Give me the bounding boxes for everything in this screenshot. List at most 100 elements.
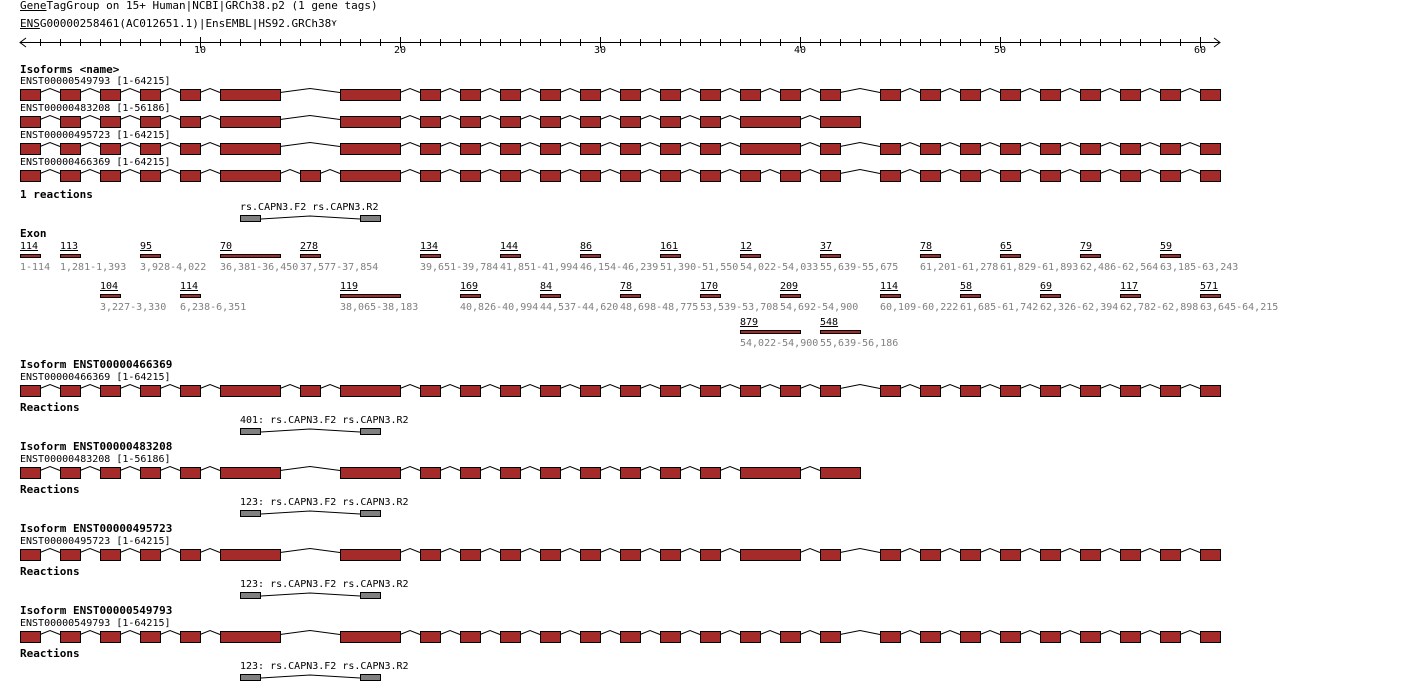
- reaction-product-label[interactable]: 401: rs.CAPN3.F2 rs.CAPN3.R2: [240, 415, 409, 426]
- detail-exon: [1000, 631, 1021, 643]
- isoform-exon: [620, 143, 641, 155]
- detail-exon: [1040, 631, 1061, 643]
- exon-length-label[interactable]: 95: [140, 241, 153, 252]
- exon-length-label[interactable]: 84: [540, 281, 553, 292]
- exon-length-label[interactable]: 79: [1080, 241, 1093, 252]
- intron-line: [1179, 87, 1201, 93]
- exon-length-label[interactable]: 78: [620, 281, 633, 292]
- isoform-exon: [620, 170, 641, 182]
- intron-line: [319, 383, 341, 389]
- reaction-product-label[interactable]: 123: rs.CAPN3.F2 rs.CAPN3.R2: [240, 661, 409, 672]
- isoform-exon: [340, 143, 401, 155]
- isoform-exon: [820, 116, 861, 128]
- intron-line: [1179, 168, 1201, 174]
- isoform-exon: [220, 170, 281, 182]
- intron-line: [979, 141, 1001, 147]
- isoform-exon: [740, 89, 761, 101]
- reaction-product-label[interactable]: 123: rs.CAPN3.F2 rs.CAPN3.R2: [240, 497, 409, 508]
- intron-line: [159, 87, 181, 93]
- exon-length-label[interactable]: 114: [20, 241, 39, 252]
- detail-exon: [920, 549, 941, 561]
- isoform-detail-label[interactable]: ENST00000466369 [1-64215]: [20, 372, 171, 383]
- isoform-detail-label[interactable]: ENST00000549793 [1-64215]: [20, 618, 171, 629]
- intron-line: [279, 114, 341, 120]
- isoform-exon: [960, 170, 981, 182]
- intron-line: [79, 141, 101, 147]
- exon-length-label[interactable]: 879: [740, 317, 759, 328]
- exon-length-label[interactable]: 119: [340, 281, 359, 292]
- isoform-label[interactable]: ENST00000495723 [1-64215]: [20, 130, 171, 141]
- intron-line: [939, 547, 961, 553]
- exon-length-label[interactable]: 278: [300, 241, 319, 252]
- isoform-exon: [1120, 143, 1141, 155]
- reaction-label[interactable]: rs.CAPN3.F2 rs.CAPN3.R2: [240, 202, 379, 213]
- detail-exon: [20, 385, 41, 397]
- exon-table-bar: [820, 330, 861, 334]
- intron-line: [599, 465, 621, 471]
- exon-length-label[interactable]: 548: [820, 317, 839, 328]
- detail-exon: [1160, 549, 1181, 561]
- isoform-exon: [700, 116, 721, 128]
- exon-length-label[interactable]: 86: [580, 241, 593, 252]
- isoform-label[interactable]: ENST00000549793 [1-64215]: [20, 76, 171, 87]
- isoform-exon: [100, 170, 121, 182]
- exon-length-label[interactable]: 69: [1040, 281, 1053, 292]
- exon-range-label: 63,645-64,215: [1200, 302, 1279, 313]
- exon-table-bar: [540, 294, 561, 298]
- exon-length-label[interactable]: 104: [100, 281, 119, 292]
- intron-line: [439, 114, 461, 120]
- exon-length-label[interactable]: 113: [60, 241, 79, 252]
- gene-tag-group-link[interactable]: Gene: [20, 0, 47, 12]
- isoform-exon: [740, 170, 761, 182]
- exon-length-label[interactable]: 114: [180, 281, 199, 292]
- intron-line: [39, 383, 61, 389]
- isoform-label[interactable]: ENST00000483208 [1-56186]: [20, 103, 171, 114]
- isoform-detail-label[interactable]: ENST00000483208 [1-56186]: [20, 454, 171, 465]
- exon-length-label[interactable]: 209: [780, 281, 799, 292]
- detail-exon: [1160, 631, 1181, 643]
- gene-link[interactable]: ENS: [20, 17, 40, 30]
- gene-title-text: G00000258461(AC012651.1)|EnsEMBL|HS92.GR…: [39, 17, 332, 30]
- exon-length-label[interactable]: 161: [660, 241, 679, 252]
- exon-length-label[interactable]: 571: [1200, 281, 1219, 292]
- exon-length-label[interactable]: 78: [920, 241, 933, 252]
- isoform-detail-label[interactable]: ENST00000495723 [1-64215]: [20, 536, 171, 547]
- isoform-detail-heading: Isoform ENST00000495723: [20, 522, 173, 535]
- amplicon-line: [260, 215, 361, 220]
- detail-exon: [180, 549, 201, 561]
- exon-table-bar: [880, 294, 901, 298]
- intron-line: [519, 629, 541, 635]
- exon-length-label[interactable]: 12: [740, 241, 753, 252]
- intron-line: [979, 168, 1001, 174]
- isoform-exon: [1120, 89, 1141, 101]
- detail-exon: [1120, 549, 1141, 561]
- intron-line: [1019, 141, 1041, 147]
- exon-length-label[interactable]: 59: [1160, 241, 1173, 252]
- exon-table-bar: [20, 254, 41, 258]
- detail-exon: [620, 467, 641, 479]
- exon-length-label[interactable]: 70: [220, 241, 233, 252]
- exon-length-label[interactable]: 114: [880, 281, 899, 292]
- dropdown-icon[interactable]: ⋎: [331, 19, 337, 29]
- isoform-label[interactable]: ENST00000466369 [1-64215]: [20, 157, 171, 168]
- exon-length-label[interactable]: 37: [820, 241, 833, 252]
- exon-length-label[interactable]: 134: [420, 241, 439, 252]
- exon-length-label[interactable]: 170: [700, 281, 719, 292]
- intron-line: [679, 114, 701, 120]
- intron-line: [559, 629, 581, 635]
- isoform-exon: [140, 116, 161, 128]
- exon-length-label[interactable]: 58: [960, 281, 973, 292]
- intron-line: [1019, 87, 1041, 93]
- exon-length-label[interactable]: 65: [1000, 241, 1013, 252]
- intron-line: [1019, 383, 1041, 389]
- exon-length-label[interactable]: 117: [1120, 281, 1139, 292]
- exon-length-label[interactable]: 144: [500, 241, 519, 252]
- intron-line: [1059, 141, 1081, 147]
- exon-length-label[interactable]: 169: [460, 281, 479, 292]
- isoform-exon: [700, 89, 721, 101]
- isoform-exon: [460, 116, 481, 128]
- detail-exon: [780, 631, 801, 643]
- intron-line: [199, 114, 221, 120]
- intron-line: [799, 465, 821, 471]
- reaction-product-label[interactable]: 123: rs.CAPN3.F2 rs.CAPN3.R2: [240, 579, 409, 590]
